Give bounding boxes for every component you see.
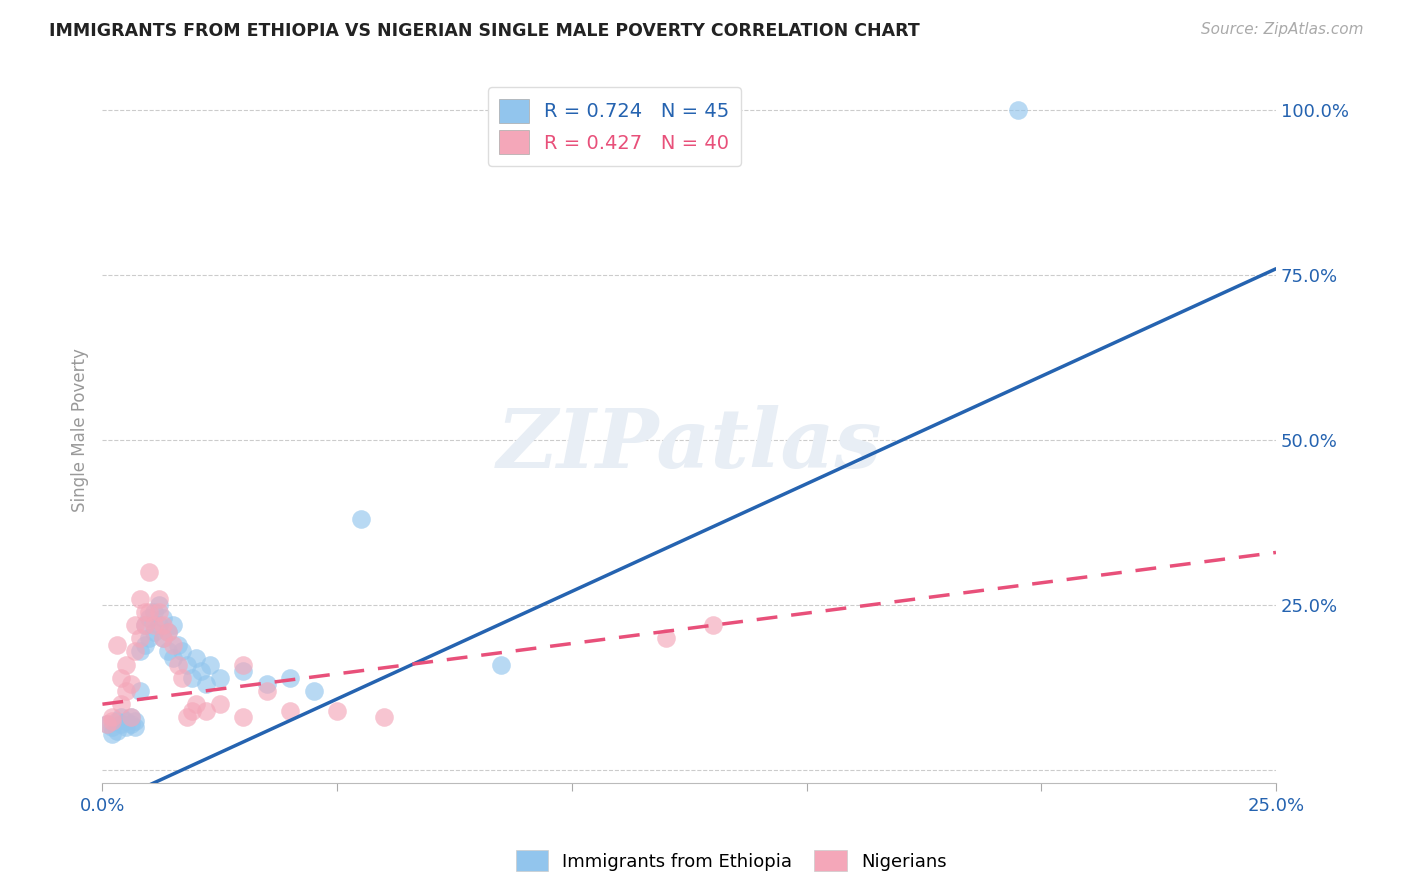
- Point: [162, 638, 184, 652]
- Point: [120, 717, 142, 731]
- Point: [120, 677, 142, 691]
- Point: [115, 657, 138, 672]
- Point: [115, 684, 138, 698]
- Point: [138, 611, 160, 625]
- Point: [120, 710, 142, 724]
- Point: [101, 710, 124, 724]
- Point: [152, 618, 174, 632]
- Point: [278, 671, 301, 685]
- Point: [157, 624, 180, 639]
- Point: [232, 664, 254, 678]
- Legend: R = 0.724   N = 45, R = 0.427   N = 40: R = 0.724 N = 45, R = 0.427 N = 40: [488, 87, 741, 166]
- Point: [176, 710, 198, 724]
- Point: [180, 704, 202, 718]
- Point: [172, 644, 194, 658]
- Point: [186, 651, 208, 665]
- Legend: Immigrants from Ethiopia, Nigerians: Immigrants from Ethiopia, Nigerians: [509, 843, 953, 879]
- Point: [256, 677, 278, 691]
- Point: [349, 512, 371, 526]
- Y-axis label: Single Male Poverty: Single Male Poverty: [72, 349, 89, 512]
- Point: [702, 618, 724, 632]
- Point: [326, 704, 349, 718]
- Point: [1007, 103, 1029, 118]
- Point: [180, 671, 202, 685]
- Point: [172, 671, 194, 685]
- Point: [110, 710, 132, 724]
- Point: [129, 684, 152, 698]
- Point: [157, 644, 180, 658]
- Point: [120, 710, 142, 724]
- Point: [115, 714, 138, 728]
- Point: [148, 599, 170, 613]
- Point: [110, 671, 132, 685]
- Point: [110, 717, 132, 731]
- Point: [256, 684, 278, 698]
- Point: [190, 664, 212, 678]
- Point: [152, 631, 174, 645]
- Point: [232, 710, 254, 724]
- Point: [124, 644, 146, 658]
- Point: [138, 605, 160, 619]
- Point: [129, 631, 152, 645]
- Point: [208, 671, 231, 685]
- Point: [278, 704, 301, 718]
- Point: [105, 723, 128, 738]
- Point: [96, 717, 118, 731]
- Point: [166, 657, 188, 672]
- Point: [115, 720, 138, 734]
- Point: [302, 684, 325, 698]
- Point: [110, 697, 132, 711]
- Point: [105, 714, 128, 728]
- Point: [129, 644, 152, 658]
- Point: [373, 710, 395, 724]
- Point: [194, 704, 217, 718]
- Point: [176, 657, 198, 672]
- Point: [134, 618, 156, 632]
- Point: [491, 657, 513, 672]
- Point: [232, 657, 254, 672]
- Point: [134, 605, 156, 619]
- Point: [134, 638, 156, 652]
- Point: [162, 618, 184, 632]
- Point: [152, 611, 174, 625]
- Point: [194, 677, 217, 691]
- Point: [101, 727, 124, 741]
- Point: [129, 591, 152, 606]
- Point: [143, 605, 166, 619]
- Point: [124, 714, 146, 728]
- Point: [148, 618, 170, 632]
- Point: [101, 714, 124, 728]
- Point: [96, 717, 118, 731]
- Point: [143, 618, 166, 632]
- Point: [148, 591, 170, 606]
- Point: [124, 618, 146, 632]
- Point: [101, 720, 124, 734]
- Text: IMMIGRANTS FROM ETHIOPIA VS NIGERIAN SINGLE MALE POVERTY CORRELATION CHART: IMMIGRANTS FROM ETHIOPIA VS NIGERIAN SIN…: [49, 22, 920, 40]
- Point: [200, 657, 222, 672]
- Point: [208, 697, 231, 711]
- Point: [134, 618, 156, 632]
- Point: [157, 624, 180, 639]
- Point: [166, 638, 188, 652]
- Point: [654, 631, 676, 645]
- Text: Source: ZipAtlas.com: Source: ZipAtlas.com: [1201, 22, 1364, 37]
- Point: [162, 651, 184, 665]
- Point: [138, 566, 160, 580]
- Point: [186, 697, 208, 711]
- Point: [152, 631, 174, 645]
- Point: [138, 631, 160, 645]
- Point: [143, 624, 166, 639]
- Point: [148, 605, 170, 619]
- Point: [124, 720, 146, 734]
- Point: [105, 638, 128, 652]
- Text: ZIPatlas: ZIPatlas: [496, 404, 882, 484]
